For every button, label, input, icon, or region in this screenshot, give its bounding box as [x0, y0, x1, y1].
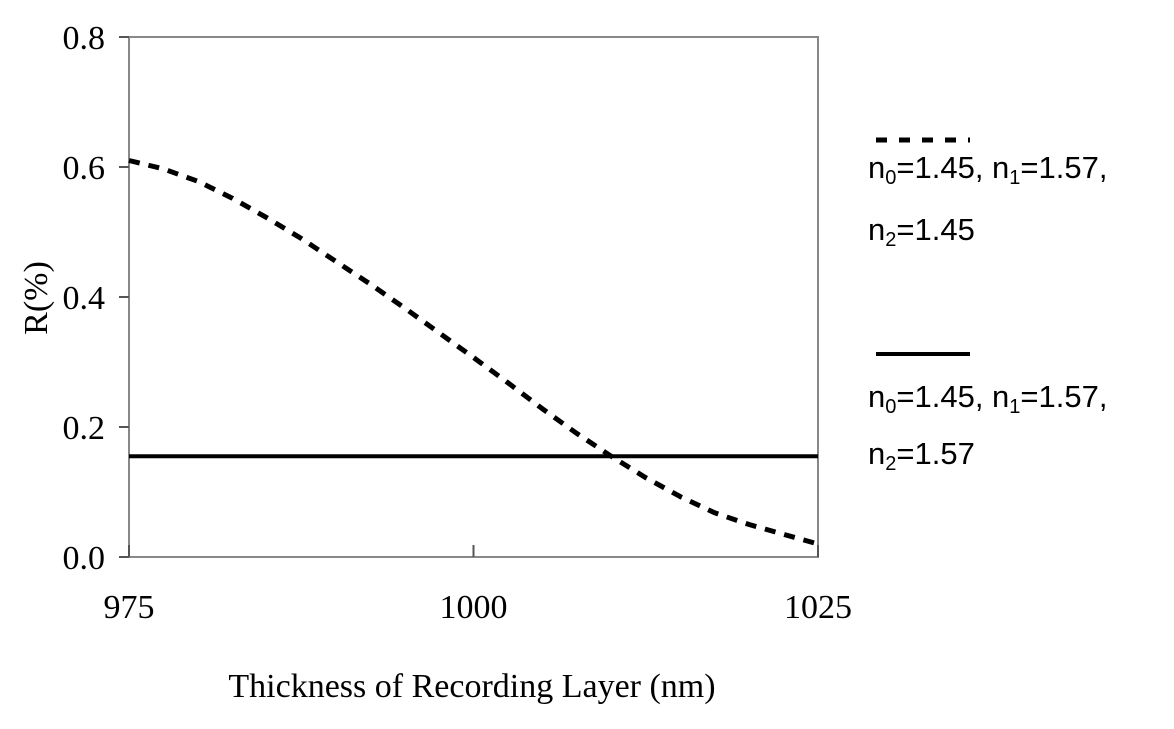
legend-label-1-2: n2=1.45 [868, 212, 975, 250]
legend-subscript: 2 [885, 229, 897, 251]
y-tick-label: 0.2 [63, 410, 106, 447]
legend-swatches [876, 137, 970, 356]
x-tick-label: 975 [104, 589, 155, 626]
y-tick-label: 0.6 [63, 150, 106, 187]
legend-subscript: 1 [1009, 167, 1021, 189]
y-tick-label: 0.4 [63, 280, 106, 317]
legend-subscript: 0 [885, 167, 897, 189]
legend-text-segment: =1.45, n [896, 379, 1010, 414]
legend-text-segment: =1.57, [1020, 379, 1108, 414]
legend-text-segment: n [868, 212, 886, 247]
legend-text-segment: n [868, 379, 886, 414]
legend-subscript: 2 [885, 453, 897, 475]
legend-text-segment: =1.45 [896, 212, 975, 247]
x-tick-label: 1025 [784, 589, 852, 626]
series-layer [128, 158, 819, 547]
legend-label-1-1: n0=1.45, n1=1.57, [868, 150, 1108, 188]
legend-text-segment: n [868, 436, 886, 471]
legend-label-2-1: n0=1.45, n1=1.57, [868, 379, 1108, 417]
legend-label-2-2: n2=1.57 [868, 436, 975, 474]
ticks: 975 1000 1025 0.0 0.2 0.4 0.6 0.8 [63, 20, 853, 626]
x-axis-label: Thickness of Recording Layer (nm) [228, 668, 715, 705]
legend-text-segment: =1.57 [896, 436, 975, 471]
legend-subscript: 0 [885, 396, 897, 418]
legend-text-segment: =1.45, n [896, 150, 1010, 185]
y-tick-label: 0.0 [63, 540, 106, 577]
plot-frame [128, 36, 819, 558]
x-tick-label: 1000 [440, 589, 508, 626]
legend-text-segment: =1.57, [1020, 150, 1108, 185]
y-tick-label: 0.8 [63, 20, 106, 57]
legend-subscript: 1 [1009, 396, 1021, 418]
y-axis-label: R(%) [18, 261, 55, 335]
legend-text-segment: n [868, 150, 886, 185]
series-line-1 [128, 158, 819, 547]
